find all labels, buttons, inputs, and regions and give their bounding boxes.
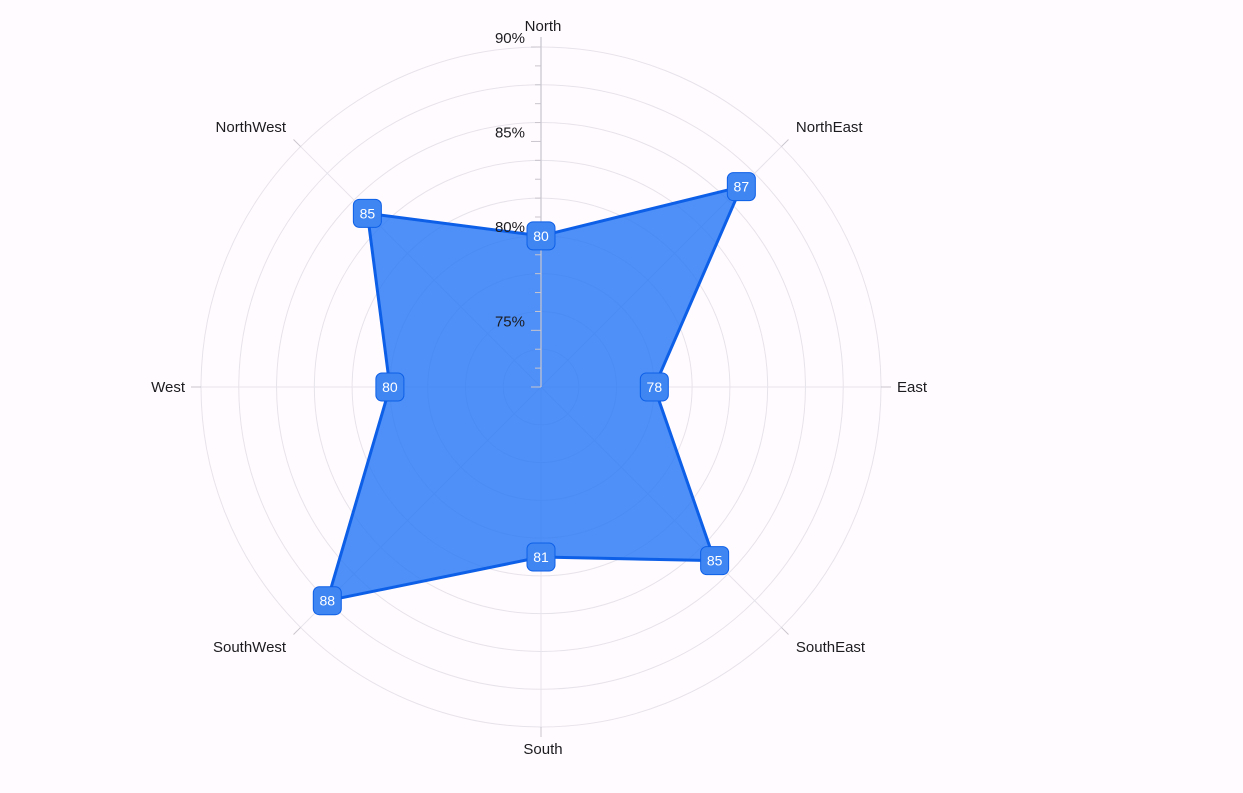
- radial-tick-label: 75%: [495, 313, 525, 330]
- data-label: 78: [647, 379, 663, 395]
- category-label-southeast: SouthEast: [796, 639, 866, 656]
- angular-axis-labels: North NorthEast East SouthEast South SouthWes…: [151, 18, 928, 758]
- data-marker: [639, 372, 669, 402]
- data-point: 80: [526, 221, 556, 251]
- data-point: 80: [375, 372, 405, 402]
- data-marker: [312, 586, 342, 616]
- spoke-tick: [293, 627, 301, 635]
- data-point: 85: [352, 198, 382, 228]
- spoke-tick: [293, 139, 301, 147]
- data-point: 85: [700, 546, 730, 576]
- data-point: 81: [526, 542, 556, 572]
- data-label: 80: [533, 228, 549, 244]
- data-label: 81: [533, 549, 549, 565]
- data-marker: [700, 546, 730, 576]
- radial-tick-label: 90%: [495, 30, 525, 47]
- category-label-north: North: [525, 18, 562, 35]
- category-label-west: West: [151, 379, 186, 396]
- radial-tick-label: 85%: [495, 124, 525, 141]
- category-label-southwest: SouthWest: [213, 639, 287, 656]
- category-label-east: East: [897, 379, 928, 396]
- data-label: 85: [707, 553, 723, 569]
- data-label: 80: [382, 379, 398, 395]
- data-point: 87: [726, 172, 756, 202]
- category-label-northwest: NorthWest: [216, 119, 287, 136]
- data-marker: [526, 542, 556, 572]
- data-marker: [352, 198, 382, 228]
- data-marker: [526, 221, 556, 251]
- data-point: 88: [312, 586, 342, 616]
- data-markers: 80 87 78 85 81 88 80 85: [312, 172, 756, 616]
- spoke-tick: [781, 627, 789, 635]
- data-label: 85: [360, 205, 376, 221]
- data-label: 87: [734, 179, 750, 195]
- category-label-south: South: [523, 741, 562, 758]
- category-label-northeast: NorthEast: [796, 119, 864, 136]
- data-marker: [726, 172, 756, 202]
- radial-tick-label: 80%: [495, 219, 525, 236]
- data-label: 88: [320, 593, 336, 609]
- radial-axis: 75% 80% 85% 90%: [495, 30, 542, 388]
- spoke-tick: [781, 139, 789, 147]
- data-marker: [375, 372, 405, 402]
- data-point: 78: [639, 372, 669, 402]
